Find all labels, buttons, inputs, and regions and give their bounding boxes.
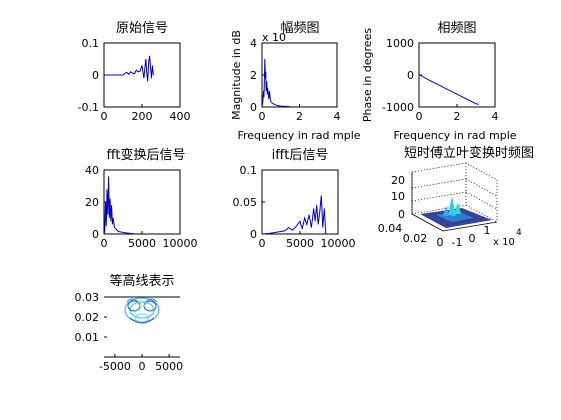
z-tick-label: 10 — [391, 190, 405, 203]
y-tick-label: 0 — [250, 228, 257, 241]
subplot-title: 短时傅立叶变换时频图 — [404, 145, 534, 161]
subplot-original-signal: 原始信号 0 200 400-0.100.1 — [78, 21, 191, 123]
x-tick-label: 2 — [296, 110, 303, 123]
y-axis-label: Magnitude in dB — [230, 30, 243, 120]
y-tick-label: 4 — [250, 37, 257, 50]
z-tick-label: 20 — [391, 174, 405, 187]
x-tick-label: 0 — [259, 110, 266, 123]
x-tick-label: 10000 — [163, 237, 198, 250]
x-tick-label: 1 — [484, 224, 491, 237]
x-tick-label: 200 — [132, 110, 153, 123]
z-tick-label: 0 — [398, 208, 405, 221]
x-exponent-power: 4 — [516, 228, 522, 238]
x-tick-label: -1 — [452, 236, 463, 249]
y-tick-label: 0 — [250, 101, 257, 114]
exponent-label: x 10 — [262, 31, 286, 44]
x-tick-label: 400 — [170, 110, 191, 123]
x-tick-label: 0 — [259, 237, 266, 250]
subplot-title: fft变换后信号 — [106, 147, 185, 163]
y-tick-label: -1000 — [382, 101, 414, 114]
y-tick-label: 0 — [407, 69, 414, 82]
subplot-title: 等高线表示 — [109, 273, 174, 289]
y-axis-label: Phase in degrees — [361, 28, 374, 122]
subplot-title: ifft后信号 — [272, 148, 329, 163]
y-tick-label: 0.04 — [378, 222, 403, 235]
y-tick-label: 20 — [85, 196, 99, 209]
x-tick-label: 4 — [492, 110, 499, 123]
x-tick-label: 5000 — [128, 237, 156, 250]
x-tick-label: 5000 — [155, 360, 183, 373]
subplot-phase: 相频图 Phase in degrees Frequency in rad mp… — [361, 21, 517, 142]
y-tick-label: 0.1 — [240, 164, 258, 177]
y-tick-label: 0.02 — [75, 311, 100, 324]
y-tick-label: 0 — [437, 236, 444, 249]
x-tick-label: 10000 — [321, 237, 356, 250]
axes-box — [261, 169, 339, 235]
surface-peak — [454, 202, 461, 214]
surface-peak — [448, 196, 456, 216]
x-tick-label: 0 — [416, 110, 423, 123]
series-line-0 — [261, 195, 327, 235]
x-tick-label: 0 — [139, 360, 146, 373]
series-line-0 — [103, 176, 135, 235]
subplot-fft: fft变换后信号 0 5000 10000 0 20 40 — [85, 147, 198, 250]
axes-box — [418, 42, 496, 108]
y-tick-label: 0.01 — [75, 331, 100, 344]
x-axis-label: Frequency in rad mple — [237, 129, 360, 142]
series-line-0 — [104, 55, 154, 82]
x-tick-label: -5000 — [99, 360, 131, 373]
x-tick-label: 2 — [454, 110, 461, 123]
y-tick-label: 0 — [92, 228, 99, 241]
y-tick-label: 0.1 — [82, 37, 100, 50]
y-tick-label: 1000 — [386, 37, 414, 50]
x-tick-label: 0 — [101, 110, 108, 123]
x-exponent-label: x 10 — [493, 237, 515, 248]
y-tick-label: 40 — [85, 164, 99, 177]
y-tick-label: 0.03 — [75, 291, 100, 304]
subplot-ifft: ifft后信号 0 5000 10000 0 0.05 0.1 — [233, 148, 356, 250]
axes-box — [103, 169, 181, 235]
contour-lines — [124, 297, 160, 324]
subplot-title: 幅频图 — [280, 21, 319, 36]
subplot-contour: 等高线表示 -5000 0 5000 0.01 0.02 0.03 — [75, 273, 184, 373]
x-tick-label: 4 — [334, 110, 341, 123]
subplot-title: 相频图 — [437, 21, 476, 36]
series-line-0 — [419, 74, 479, 105]
x-tick-label: 0 — [469, 232, 476, 245]
x-tick-label: 0 — [101, 237, 108, 250]
y-tick-label: -0.1 — [78, 101, 99, 114]
x-tick-label: 5000 — [286, 237, 314, 250]
surface-peak — [443, 206, 449, 216]
y-tick-label: 0.02 — [403, 232, 428, 245]
y-tick-label: 0.05 — [233, 196, 258, 209]
x-axis-label: Frequency in rad mple — [393, 129, 516, 142]
axes-box — [261, 42, 338, 108]
series-line-0 — [261, 58, 291, 108]
y-tick-label: 2 — [250, 69, 257, 82]
subplot-title: 原始信号 — [116, 21, 168, 36]
y-tick-label: 0 — [92, 69, 99, 82]
subplot-magnitude: 幅频图 x 10 Magnitude in dB Frequency in ra… — [230, 21, 361, 142]
